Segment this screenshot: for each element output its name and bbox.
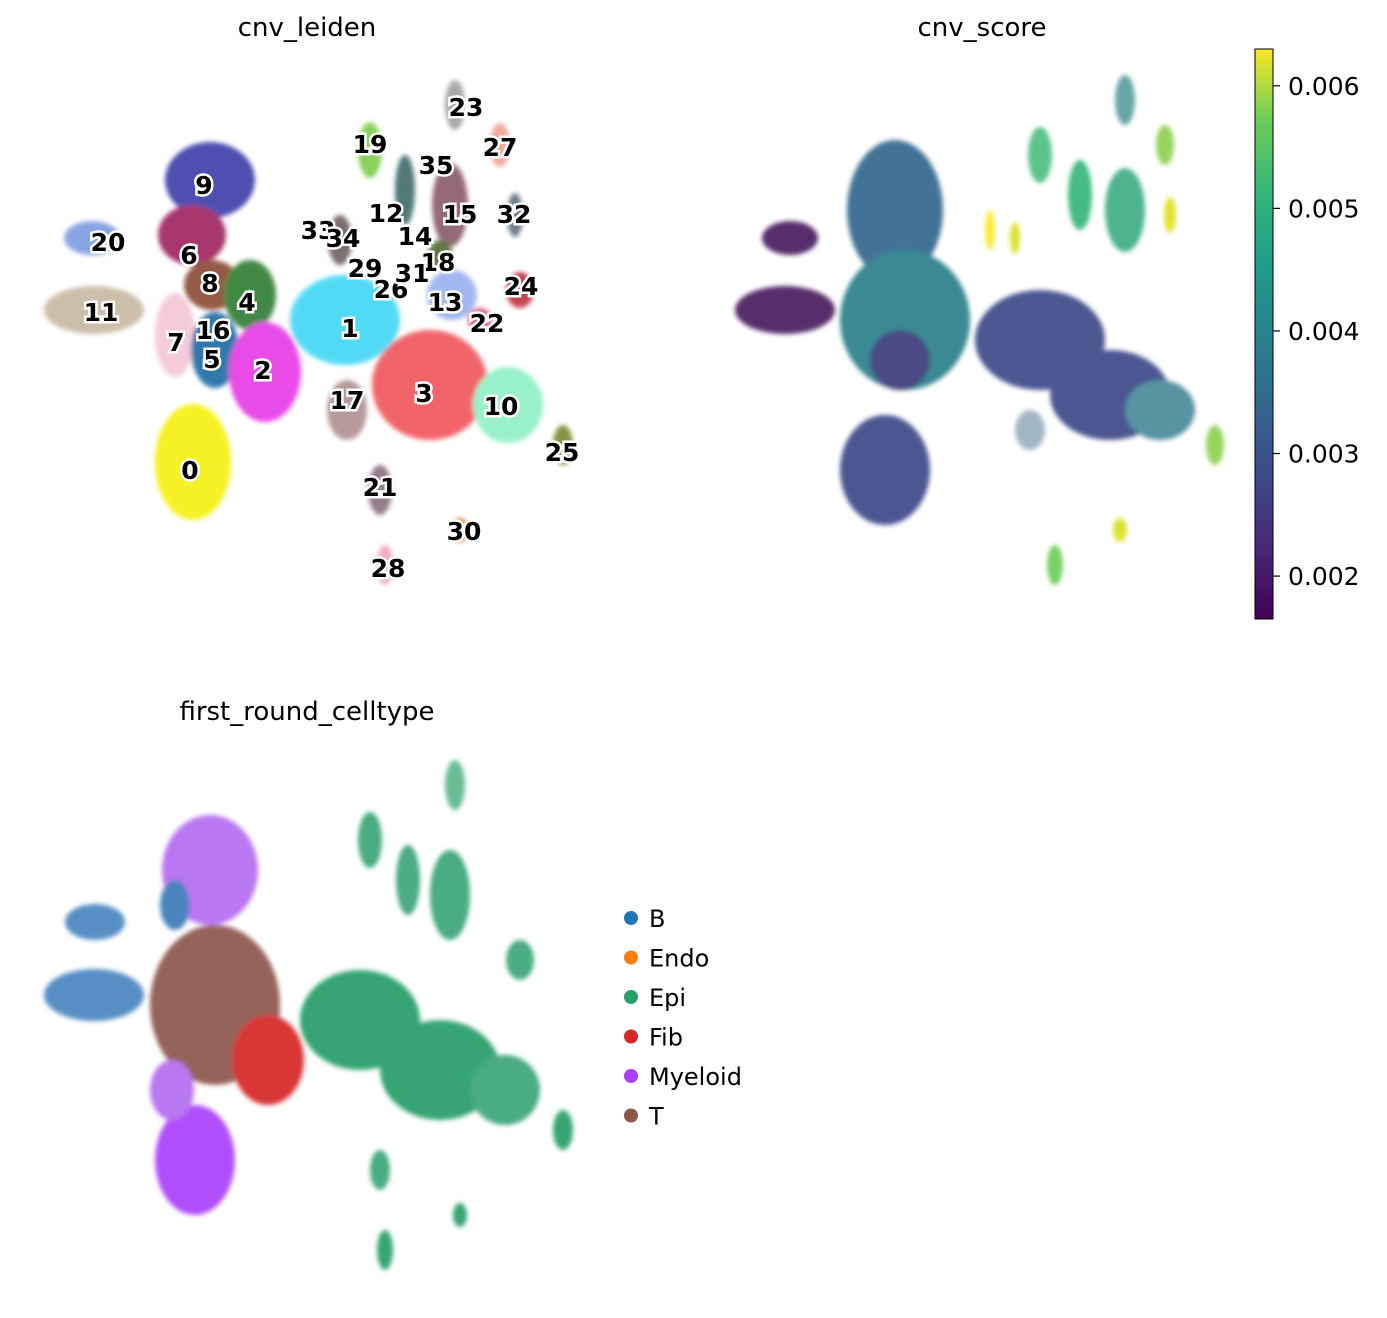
legend-marker — [624, 911, 638, 925]
cluster-label: 19 — [353, 130, 388, 159]
cluster-label: 15 — [443, 200, 478, 229]
legend-label: Endo — [649, 945, 709, 973]
legend-marker — [624, 950, 638, 965]
embedding-cloud — [44, 80, 573, 585]
cluster-label: 23 — [449, 93, 484, 122]
cluster-label: 28 — [371, 554, 406, 583]
panel-first-round-celltype: first_round_celltype B Endo Epi Fib Myeloid T — [44, 697, 742, 1270]
legend-label: Myeloid — [649, 1063, 742, 1091]
cluster-label: 1 — [341, 314, 358, 343]
cluster-label: 0 — [181, 456, 198, 485]
colorbar-tick-label: 0.003 — [1288, 440, 1360, 469]
cluster-label: 32 — [497, 200, 532, 229]
cluster-label-layer: 0123456789101112131415161718192021222324… — [81, 91, 582, 586]
legend-label: Fib — [649, 1024, 683, 1052]
colorbar-tick-label: 0.002 — [1288, 562, 1360, 591]
cluster-label: 3 — [415, 379, 432, 408]
colorbar: 0.002 0.003 0.004 0.005 0.006 — [1254, 48, 1360, 620]
cluster-label: 13 — [428, 288, 463, 317]
cluster-label: 16 — [196, 316, 231, 345]
cluster-label: 14 — [398, 222, 433, 251]
colorbar-ticks: 0.002 0.003 0.004 0.005 0.006 — [1273, 72, 1360, 591]
legend-marker — [624, 990, 638, 1004]
legend-marker — [624, 1108, 638, 1123]
panel-title: first_round_celltype — [179, 697, 434, 727]
cluster-label: 27 — [483, 133, 518, 162]
cluster-label: 10 — [484, 392, 519, 421]
embedding-cloud — [44, 760, 573, 1270]
cluster-label: 8 — [201, 269, 218, 298]
cluster-label: 17 — [330, 386, 365, 415]
cluster-label: 12 — [369, 199, 404, 228]
legend-label: T — [648, 1103, 664, 1131]
cluster-label: 9 — [195, 171, 212, 200]
cluster-label: 35 — [419, 151, 454, 180]
legend-marker — [624, 1069, 638, 1083]
cluster-label: 22 — [470, 309, 505, 338]
cluster-label: 26 — [374, 275, 409, 304]
legend-marker — [624, 1029, 638, 1044]
panel-cnv-score: cnv_score 0.002 0.003 0.004 — [735, 13, 1360, 620]
cluster-label: 18 — [421, 248, 456, 277]
cluster-label: 11 — [84, 298, 119, 327]
colorbar-tick-label: 0.006 — [1288, 72, 1360, 101]
panel-title: cnv_score — [917, 13, 1046, 43]
cluster-label: 25 — [545, 438, 580, 467]
cluster-label: 30 — [447, 517, 482, 546]
cluster-label: 20 — [91, 228, 126, 257]
panel-title: cnv_leiden — [238, 13, 377, 43]
panel-cnv-leiden: cnv_leiden — [44, 13, 582, 586]
embedding-cloud — [735, 75, 1224, 585]
cluster-label: 24 — [504, 272, 539, 301]
legend: B Endo Epi Fib Myeloid T — [624, 905, 742, 1131]
cluster-label: 6 — [180, 241, 197, 270]
cluster-label: 21 — [363, 473, 398, 502]
legend-label: Epi — [649, 984, 686, 1012]
cluster-label: 7 — [167, 328, 184, 357]
cluster-label: 29 — [348, 254, 383, 283]
cluster-label: 34 — [326, 224, 361, 253]
colorbar-tick-label: 0.005 — [1288, 194, 1360, 223]
colorbar-tick-label: 0.004 — [1288, 317, 1360, 346]
legend-label: B — [649, 905, 665, 933]
cluster-label: 33 — [301, 216, 336, 245]
cluster-label: 2 — [254, 356, 271, 385]
colorbar-gradient — [1254, 48, 1274, 620]
cluster-label: 5 — [203, 345, 220, 374]
cluster-label: 4 — [238, 288, 255, 317]
cluster-label: 31 — [395, 259, 430, 288]
